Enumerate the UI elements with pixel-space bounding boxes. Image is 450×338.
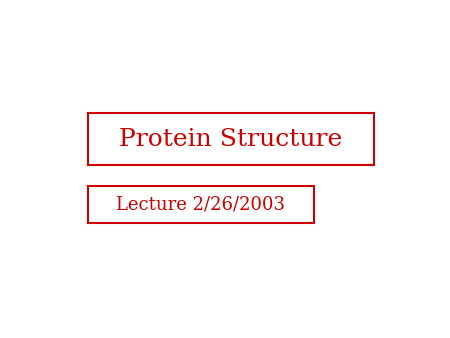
Text: Protein Structure: Protein Structure (119, 128, 342, 151)
Text: Lecture 2/26/2003: Lecture 2/26/2003 (117, 195, 285, 214)
FancyBboxPatch shape (88, 186, 314, 223)
FancyBboxPatch shape (88, 114, 374, 166)
